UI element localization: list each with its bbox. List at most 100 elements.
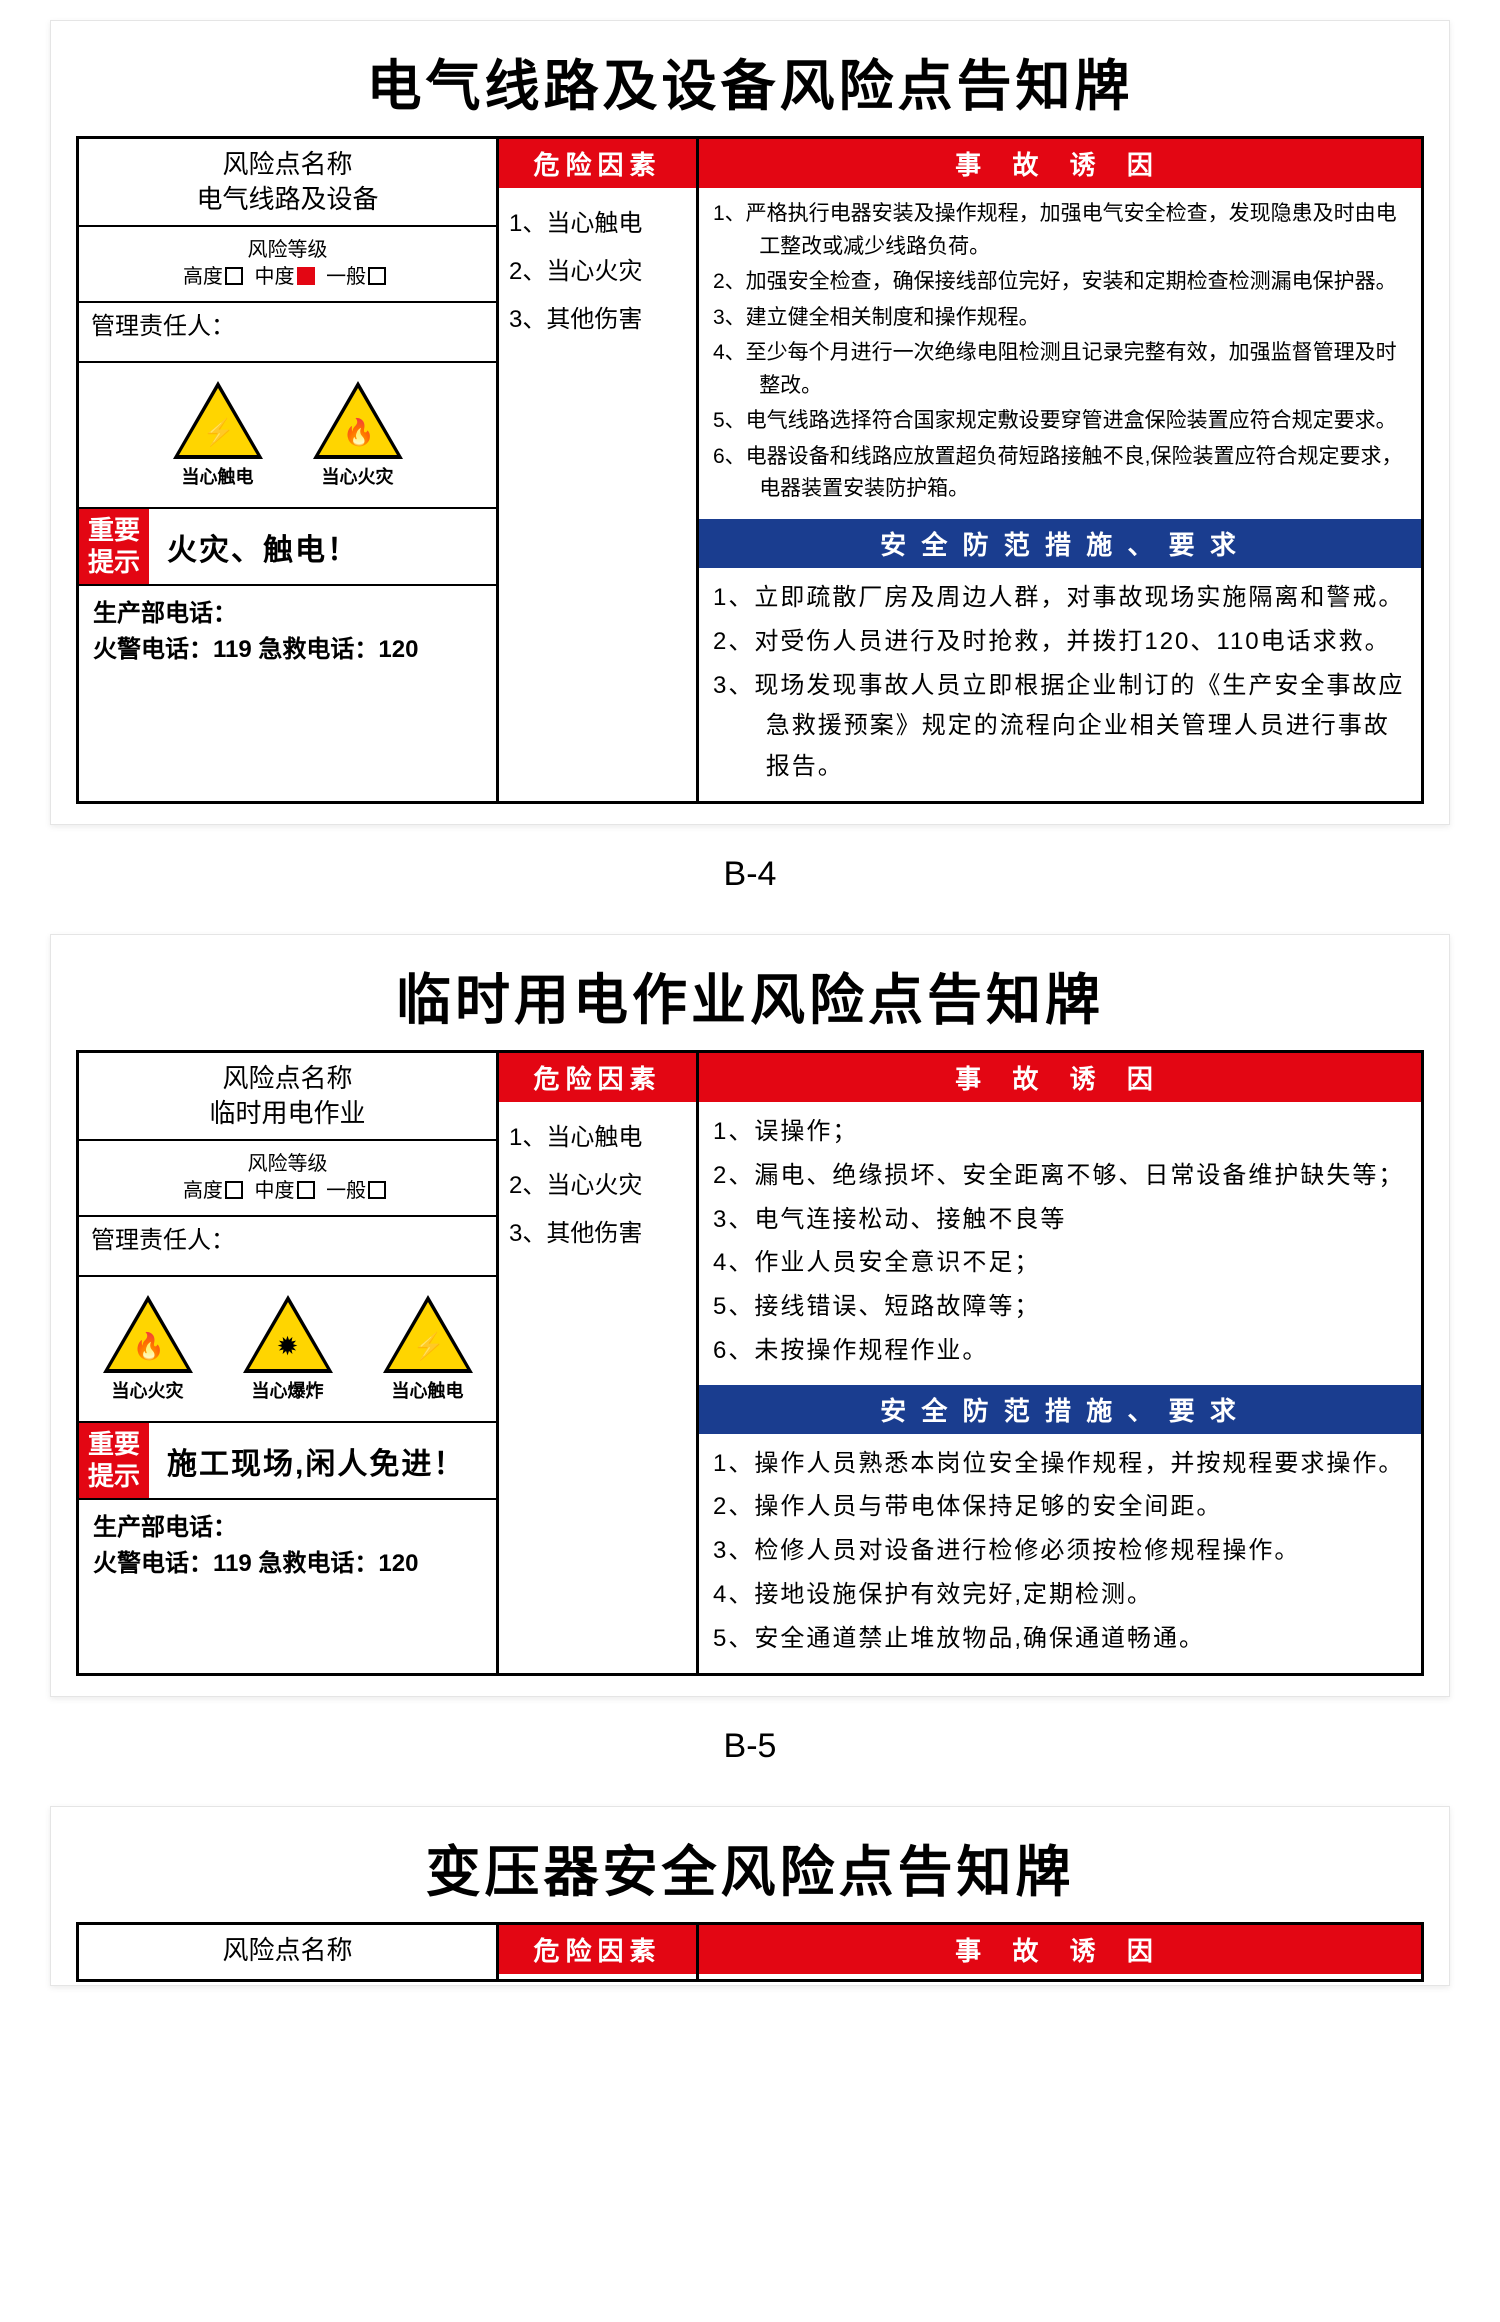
right-column: 事 故 诱 因	[699, 1925, 1421, 1979]
mid-column: 危险因素 1、当心触电2、当心火灾3、其他伤害	[499, 139, 699, 801]
alert-tag: 重要提示	[79, 509, 149, 583]
warning-icon: 🔥 当心火灾	[93, 1295, 203, 1403]
manager-cell: 管理责任人：	[79, 1217, 496, 1277]
sign-card-b5: 临时用电作业风险点告知牌 风险点名称 临时用电作业 风险等级 高度 中度 一般 …	[50, 934, 1450, 1697]
left-column: 风险点名称 电气线路及设备 风险等级 高度 中度 一般 管理责任人： ⚡ 当心触电…	[79, 139, 499, 801]
phone-line1: 生产部电话：	[93, 596, 482, 632]
list-item: 5、电气线路选择符合国家规定敷设要穿管进盒保险装置应符合规定要求。	[713, 405, 1407, 438]
caption-b4: B-4	[50, 855, 1450, 894]
list-item: 1、当心触电	[509, 1114, 686, 1162]
list-item: 1、严格执行电器安装及操作规程，加强电气安全检查，发现隐患及时由电工整改或减少线…	[713, 198, 1407, 263]
risk-level-label: 风险等级	[85, 237, 490, 264]
level-low-text: 一般	[326, 266, 366, 288]
warning-triangle-icon: 🔥	[313, 381, 403, 459]
warning-label: 当心火灾	[303, 465, 413, 489]
phone-row: 生产部电话： 火警电话：119 急救电话：120	[79, 586, 496, 678]
list-item: 3、其他伤害	[509, 296, 686, 344]
alert-text: 火灾、触电！	[149, 509, 496, 583]
checkbox-low	[368, 1181, 386, 1199]
list-item: 1、当心触电	[509, 200, 686, 248]
level-low-text: 一般	[326, 1180, 366, 1202]
warning-triangle-icon: ⚡	[383, 1295, 473, 1373]
list-item: 2、漏电、绝缘损坏、安全距离不够、日常设备维护缺失等；	[713, 1156, 1407, 1197]
cause-header: 事 故 诱 因	[699, 139, 1421, 188]
level-high-text: 高度	[183, 1180, 223, 1202]
risk-name-value: 临时用电作业	[91, 1096, 484, 1131]
mid-column: 危险因素 1、当心触电2、当心火灾3、其他伤害	[499, 1053, 699, 1673]
list-item: 3、其他伤害	[509, 1210, 686, 1258]
phone-line2: 火警电话：119 急救电话：120	[93, 1546, 482, 1582]
risk-level-label: 风险等级	[85, 1151, 490, 1178]
list-item: 4、作业人员安全意识不足；	[713, 1243, 1407, 1284]
list-item: 3、现场发现事故人员立即根据企业制订的《生产安全事故应急救援预案》规定的流程向企…	[713, 666, 1407, 788]
warning-label: 当心触电	[163, 465, 273, 489]
sign-title: 临时用电作业风险点告知牌	[76, 955, 1424, 1035]
left-column: 风险点名称 临时用电作业 风险等级 高度 中度 一般 管理责任人： 🔥 当心火灾 ✹…	[79, 1053, 499, 1673]
list-item: 5、接线错误、短路故障等；	[713, 1287, 1407, 1328]
alert-text: 施工现场,闲人免进！	[149, 1423, 496, 1497]
warning-label: 当心爆炸	[233, 1379, 343, 1403]
phone-line1: 生产部电话：	[93, 1510, 482, 1546]
warning-icons-row: ⚡ 当心触电 🔥 当心火灾	[79, 363, 496, 509]
warning-icon: ⚡ 当心触电	[373, 1295, 483, 1403]
list-item: 1、立即疏散厂房及周边人群，对事故现场实施隔离和警戒。	[713, 578, 1407, 619]
sign-card-b4: 电气线路及设备风险点告知牌 风险点名称 电气线路及设备 风险等级 高度 中度 一…	[50, 20, 1450, 825]
level-high-text: 高度	[183, 266, 223, 288]
list-item: 3、电气连接松动、接触不良等	[713, 1200, 1407, 1241]
list-item: 6、未按操作规程作业。	[713, 1331, 1407, 1372]
sign-body: 风险点名称 临时用电作业 风险等级 高度 中度 一般 管理责任人： 🔥 当心火灾 ✹…	[76, 1050, 1424, 1676]
sign-title: 变压器安全风险点告知牌	[76, 1827, 1424, 1907]
alert-row: 重要提示 火灾、触电！	[79, 509, 496, 585]
phone-line2: 火警电话：119 急救电话：120	[93, 632, 482, 668]
warning-glyph: ✹	[273, 1329, 303, 1364]
measure-header: 安 全 防 范 措 施 、 要 求	[699, 519, 1421, 568]
hazard-list: 1、当心触电2、当心火灾3、其他伤害	[499, 188, 696, 801]
warning-triangle-icon: 🔥	[103, 1295, 193, 1373]
warning-label: 当心火灾	[93, 1379, 203, 1403]
list-item: 2、对受伤人员进行及时抢救，并拨打120、110电话求救。	[713, 622, 1407, 663]
alert-tag: 重要提示	[79, 1423, 149, 1497]
risk-name-cell: 风险点名称 临时用电作业	[79, 1053, 496, 1141]
measure-header: 安 全 防 范 措 施 、 要 求	[699, 1385, 1421, 1434]
hazard-header: 危险因素	[499, 1053, 696, 1102]
cause-header: 事 故 诱 因	[699, 1053, 1421, 1102]
warning-glyph: 🔥	[133, 1329, 163, 1364]
risk-name-label: 风险点名称	[91, 147, 484, 182]
cause-list: 1、误操作；2、漏电、绝缘损坏、安全距离不够、日常设备维护缺失等；3、电气连接松…	[699, 1102, 1421, 1385]
risk-level-cell: 风险等级 高度 中度 一般	[79, 227, 496, 303]
warning-label: 当心触电	[373, 1379, 483, 1403]
risk-name-value: 电气线路及设备	[91, 182, 484, 217]
sign-body: 风险点名称 危险因素 事 故 诱 因	[76, 1922, 1424, 1982]
checkbox-mid	[297, 1181, 315, 1199]
manager-cell: 管理责任人：	[79, 303, 496, 363]
risk-name-cell: 风险点名称 电气线路及设备	[79, 139, 496, 227]
list-item: 4、至少每个月进行一次绝缘电阻检测且记录完整有效，加强监督管理及时整改。	[713, 337, 1407, 402]
risk-level-options: 高度 中度 一般	[85, 264, 490, 291]
hazard-header: 危险因素	[499, 1925, 696, 1974]
list-item: 3、检修人员对设备进行检修必须按检修规程操作。	[713, 1531, 1407, 1572]
list-item: 1、操作人员熟悉本岗位安全操作规程，并按规程要求操作。	[713, 1444, 1407, 1485]
risk-name-label: 风险点名称	[91, 1061, 484, 1096]
right-column: 事 故 诱 因 1、严格执行电器安装及操作规程，加强电气安全检查，发现隐患及时由…	[699, 139, 1421, 801]
warning-glyph: ⚡	[203, 415, 233, 450]
list-item: 2、操作人员与带电体保持足够的安全间距。	[713, 1487, 1407, 1528]
hazard-header: 危险因素	[499, 139, 696, 188]
warning-icon: ⚡ 当心触电	[163, 381, 273, 489]
measure-list: 1、操作人员熟悉本岗位安全操作规程，并按规程要求操作。2、操作人员与带电体保持足…	[699, 1434, 1421, 1673]
risk-level-cell: 风险等级 高度 中度 一般	[79, 1141, 496, 1217]
warning-triangle-icon: ⚡	[173, 381, 263, 459]
warning-icons-row: 🔥 当心火灾 ✹ 当心爆炸 ⚡ 当心触电	[79, 1277, 496, 1423]
right-column: 事 故 诱 因 1、误操作；2、漏电、绝缘损坏、安全距离不够、日常设备维护缺失等…	[699, 1053, 1421, 1673]
warning-triangle-icon: ✹	[243, 1295, 333, 1373]
cause-header: 事 故 诱 因	[699, 1925, 1421, 1974]
risk-name-cell: 风险点名称	[79, 1925, 496, 1976]
checkbox-high	[225, 1181, 243, 1199]
sign-title: 电气线路及设备风险点告知牌	[76, 41, 1424, 121]
warning-icon: ✹ 当心爆炸	[233, 1295, 343, 1403]
hazard-list: 1、当心触电2、当心火灾3、其他伤害	[499, 1102, 696, 1673]
alert-row: 重要提示 施工现场,闲人免进！	[79, 1423, 496, 1499]
measure-list: 1、立即疏散厂房及周边人群，对事故现场实施隔离和警戒。2、对受伤人员进行及时抢救…	[699, 568, 1421, 801]
warning-icon: 🔥 当心火灾	[303, 381, 413, 489]
left-column: 风险点名称	[79, 1925, 499, 1979]
list-item: 6、电器设备和线路应放置超负荷短路接触不良,保险装置应符合规定要求，电器装置安装…	[713, 441, 1407, 506]
